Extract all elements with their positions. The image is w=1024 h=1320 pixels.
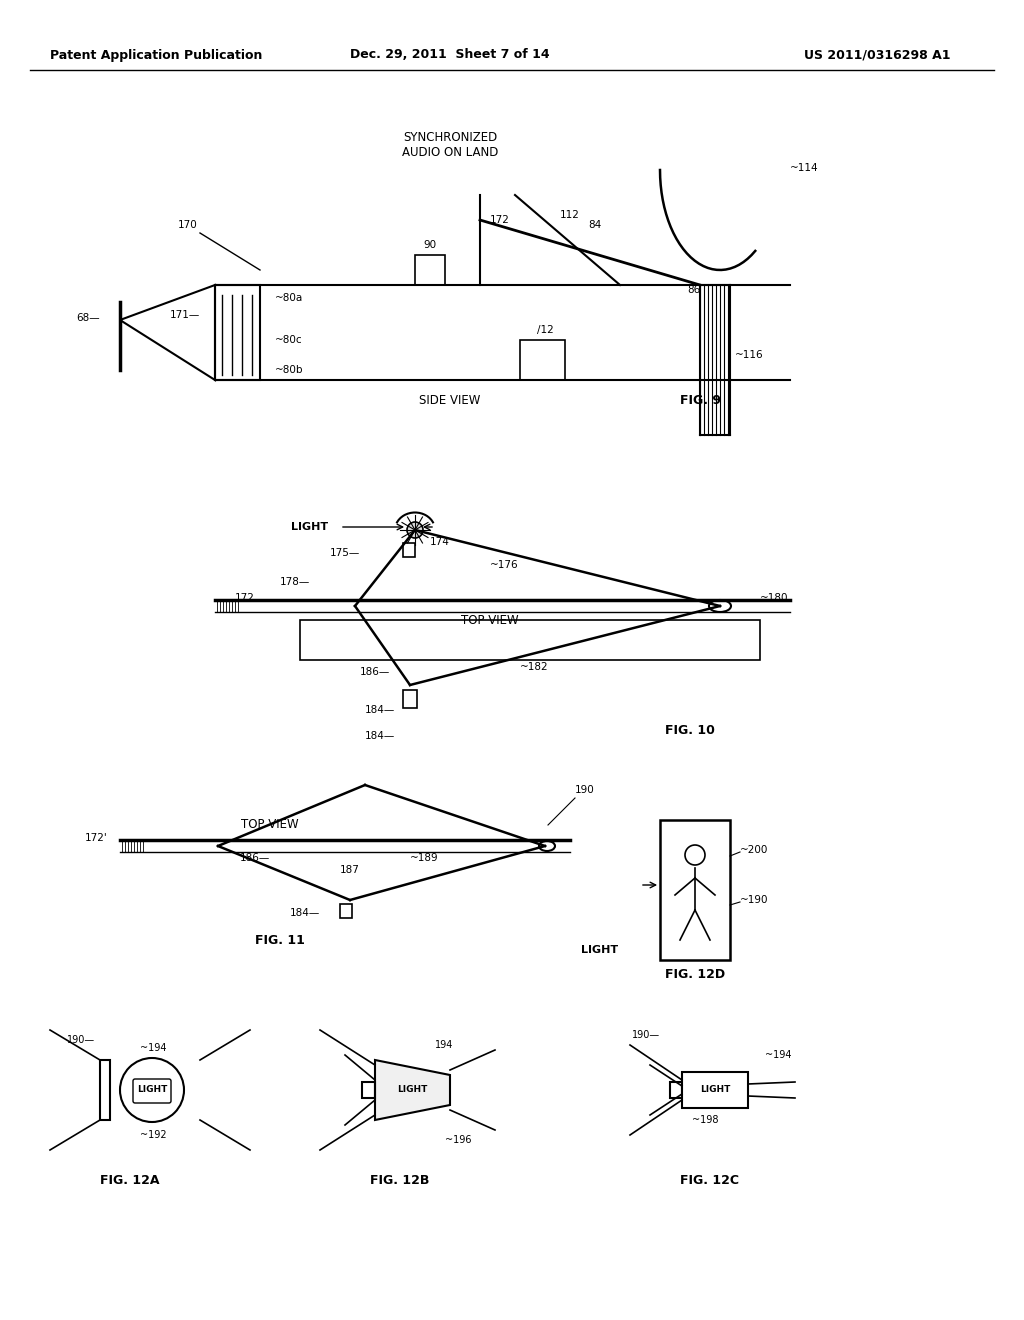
- Text: 186—: 186—: [359, 667, 390, 677]
- Polygon shape: [340, 904, 352, 917]
- Ellipse shape: [709, 601, 731, 612]
- Text: FIG. 10: FIG. 10: [665, 723, 715, 737]
- Text: ~200: ~200: [740, 845, 768, 855]
- Text: 184—: 184—: [365, 731, 395, 741]
- Text: 194: 194: [435, 1040, 454, 1049]
- Text: SYNCHRONIZED
AUDIO ON LAND: SYNCHRONIZED AUDIO ON LAND: [401, 131, 499, 158]
- Text: ~189: ~189: [410, 853, 438, 863]
- Text: 86: 86: [687, 285, 700, 294]
- Text: LIGHT: LIGHT: [582, 945, 618, 954]
- Text: /12: /12: [537, 325, 553, 335]
- Text: ~80a: ~80a: [275, 293, 303, 304]
- Text: 174: 174: [430, 537, 450, 546]
- Text: FIG. 12D: FIG. 12D: [665, 969, 725, 982]
- Polygon shape: [403, 690, 417, 708]
- FancyBboxPatch shape: [133, 1078, 171, 1104]
- Text: 190—: 190—: [632, 1030, 660, 1040]
- Circle shape: [407, 521, 423, 539]
- Text: TOP VIEW: TOP VIEW: [242, 818, 299, 832]
- Text: Dec. 29, 2011  Sheet 7 of 14: Dec. 29, 2011 Sheet 7 of 14: [350, 49, 550, 62]
- Text: FIG. 11: FIG. 11: [255, 933, 305, 946]
- Text: ~114: ~114: [790, 162, 818, 173]
- Text: 190—: 190—: [67, 1035, 95, 1045]
- Text: ~80c: ~80c: [275, 335, 303, 345]
- Polygon shape: [403, 543, 415, 557]
- Text: 184—: 184—: [290, 908, 319, 917]
- Text: ~180: ~180: [760, 593, 788, 603]
- Text: 175—: 175—: [330, 548, 360, 558]
- Text: 84: 84: [589, 220, 602, 230]
- Text: FIG. 12B: FIG. 12B: [371, 1173, 430, 1187]
- Text: LIGHT: LIGHT: [699, 1085, 730, 1094]
- Text: TOP VIEW: TOP VIEW: [461, 614, 519, 627]
- Text: ~182: ~182: [520, 663, 549, 672]
- Text: ~192: ~192: [140, 1130, 167, 1140]
- Text: LIGHT: LIGHT: [292, 521, 329, 532]
- Text: SIDE VIEW: SIDE VIEW: [419, 393, 480, 407]
- Text: ~116: ~116: [735, 350, 764, 360]
- Text: LIGHT: LIGHT: [397, 1085, 427, 1094]
- Text: ~194: ~194: [140, 1043, 167, 1053]
- Ellipse shape: [539, 841, 555, 851]
- Text: 112: 112: [560, 210, 580, 220]
- Text: 170: 170: [178, 220, 198, 230]
- Text: LIGHT: LIGHT: [137, 1085, 167, 1094]
- Text: 190: 190: [575, 785, 595, 795]
- Circle shape: [120, 1059, 184, 1122]
- Text: Patent Application Publication: Patent Application Publication: [50, 49, 262, 62]
- Text: ~176: ~176: [490, 560, 518, 570]
- Text: 171—: 171—: [170, 310, 200, 319]
- Text: FIG. 12A: FIG. 12A: [100, 1173, 160, 1187]
- Text: ~80b: ~80b: [275, 366, 303, 375]
- Text: 187: 187: [340, 865, 360, 875]
- Text: 90: 90: [424, 240, 436, 249]
- Text: 178—: 178—: [280, 577, 310, 587]
- Text: FIG. 12C: FIG. 12C: [681, 1173, 739, 1187]
- Polygon shape: [682, 1072, 748, 1107]
- Text: 184—: 184—: [365, 705, 395, 715]
- Text: 172: 172: [236, 593, 255, 603]
- Text: ~196: ~196: [445, 1135, 471, 1144]
- Text: ~190: ~190: [740, 895, 768, 906]
- Text: US 2011/0316298 A1: US 2011/0316298 A1: [804, 49, 950, 62]
- Text: 68—: 68—: [77, 313, 100, 323]
- Text: 172': 172': [85, 833, 108, 843]
- Text: FIG. 9: FIG. 9: [680, 393, 721, 407]
- Polygon shape: [300, 620, 760, 660]
- Text: 172: 172: [490, 215, 510, 224]
- Text: ~198: ~198: [692, 1115, 719, 1125]
- Polygon shape: [375, 1060, 450, 1119]
- Text: ~194: ~194: [765, 1049, 792, 1060]
- Text: 186—: 186—: [240, 853, 270, 863]
